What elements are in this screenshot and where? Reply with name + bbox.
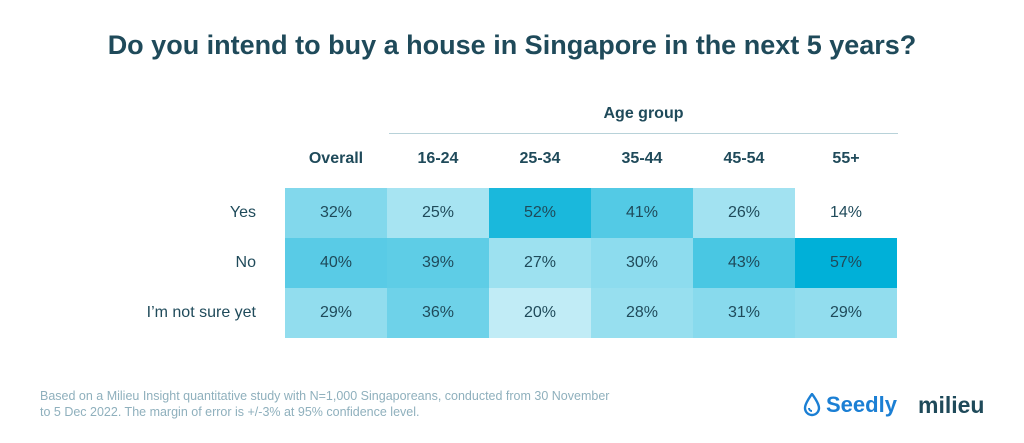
heatmap-cell: 27% — [489, 238, 591, 288]
heatmap-cell: 29% — [285, 288, 387, 338]
seedly-logo: Seedly — [803, 390, 897, 420]
heatmap-cell: 14% — [795, 188, 897, 238]
heatmap-cell: 31% — [693, 288, 795, 338]
heatmap-cell: 41% — [591, 188, 693, 238]
heatmap-cell: 25% — [387, 188, 489, 238]
heatmap-cell: 28% — [591, 288, 693, 338]
heatmap-cell: 30% — [591, 238, 693, 288]
chart-title: Do you intend to buy a house in Singapor… — [107, 30, 917, 60]
heatmap-cell: 29% — [795, 288, 897, 338]
seedly-logo-text: Seedly — [826, 392, 897, 417]
column-header: 45-54 — [723, 150, 765, 167]
footnote-line-1: Based on a Milieu Insight quantitative s… — [40, 389, 610, 403]
heatmap-cell: 26% — [693, 188, 795, 238]
column-group-label: Age group — [603, 105, 684, 122]
row-label: Yes — [229, 204, 256, 221]
row-label: I’m not sure yet — [146, 304, 256, 321]
heatmap-cell: 43% — [693, 238, 795, 288]
row-label: No — [235, 254, 256, 271]
column-header: Overall — [308, 150, 364, 167]
column-header: 16-24 — [417, 150, 459, 167]
column-header: 25-34 — [519, 150, 561, 167]
column-header: 55+ — [832, 150, 860, 167]
heatmap-cell: 32% — [285, 188, 387, 238]
footnote: Based on a Milieu Insight quantitative s… — [40, 388, 720, 420]
heatmap-cell: 36% — [387, 288, 489, 338]
heatmap-cell: 40% — [285, 238, 387, 288]
heatmap-cell: 39% — [387, 238, 489, 288]
heatmap-cell: 20% — [489, 288, 591, 338]
heatmap-cell: 52% — [489, 188, 591, 238]
droplet-icon — [803, 393, 821, 417]
milieu-logo: milieu — [918, 392, 985, 418]
heatmap-cell: 57% — [795, 238, 897, 288]
column-group-divider — [389, 133, 898, 134]
column-header: 35-44 — [621, 150, 663, 167]
footnote-line-2: to 5 Dec 2022. The margin of error is +/… — [40, 405, 420, 419]
